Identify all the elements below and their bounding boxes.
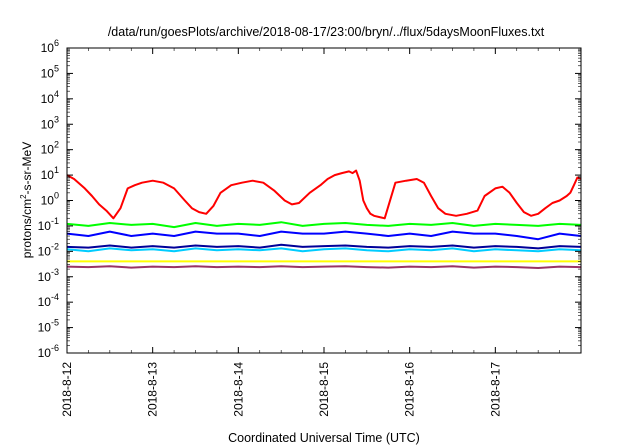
y-tick-exp: 5 xyxy=(54,63,59,73)
y-tick-exp: 6 xyxy=(54,38,59,48)
y-tick-exp: 0 xyxy=(54,191,59,201)
x-tick-label: 2018-8-12 xyxy=(60,362,74,417)
y-tick-base: 10 xyxy=(41,66,55,80)
y-tick-label: 10-4 xyxy=(38,292,59,309)
y-axis-ticks: 10-610-510-410-310-210-11001011021031041… xyxy=(38,38,581,360)
y-tick-exp: -1 xyxy=(51,216,59,226)
series-line-3 xyxy=(66,247,581,253)
y-tick-exp: 2 xyxy=(54,140,59,150)
y-tick-label: 10-2 xyxy=(38,241,59,258)
y-tick-base: 10 xyxy=(38,219,52,233)
y-tick-base: 10 xyxy=(41,168,55,182)
y-tick-base: 10 xyxy=(41,143,55,157)
y-tick-exp: -6 xyxy=(51,343,59,353)
x-tick-label: 2018-8-13 xyxy=(146,362,160,417)
y-tick-exp: -4 xyxy=(51,292,59,302)
y-tick-label: 10-6 xyxy=(38,343,59,360)
y-tick-base: 10 xyxy=(38,270,52,284)
y-tick-label: 10-1 xyxy=(38,216,59,233)
y-tick-base: 10 xyxy=(38,244,52,258)
x-axis-label: Coordinated Universal Time (UTC) xyxy=(228,431,420,445)
y-tick-base: 10 xyxy=(38,295,52,309)
y-tick-exp: -5 xyxy=(51,318,59,328)
series-line-0 xyxy=(66,169,582,220)
y-tick-exp: 4 xyxy=(54,89,59,99)
y-tick-exp: -3 xyxy=(51,267,59,277)
x-tick-label: 2018-8-15 xyxy=(317,362,331,417)
y-tick-label: 106 xyxy=(41,38,59,55)
y-tick-label: 103 xyxy=(41,114,59,131)
series-line-2 xyxy=(66,230,582,241)
chart-title: /data/run/goesPlots/archive/2018-08-17/2… xyxy=(108,25,545,39)
x-tick-label: 2018-8-16 xyxy=(403,362,417,417)
y-tick-exp: 1 xyxy=(54,165,59,175)
y-tick-label: 101 xyxy=(41,165,59,182)
x-tick-label: 2018-8-17 xyxy=(488,362,502,417)
y-axis-label: protons/cm2-s-sr-MeV xyxy=(19,142,34,258)
y-tick-label: 104 xyxy=(41,89,59,106)
y-tick-label: 10-5 xyxy=(38,318,59,335)
y-tick-base: 10 xyxy=(41,117,55,131)
y-tick-label: 10-3 xyxy=(38,267,59,284)
y-tick-exp: -2 xyxy=(51,241,59,251)
y-axis-label-rest: -s-sr-MeV xyxy=(20,142,34,195)
y-tick-label: 100 xyxy=(41,191,59,208)
y-tick-base: 10 xyxy=(41,92,55,106)
y-tick-label: 105 xyxy=(41,63,59,80)
y-tick-base: 10 xyxy=(38,321,52,335)
y-tick-exp: 3 xyxy=(54,114,59,124)
series-line-4 xyxy=(66,243,581,250)
y-tick-base: 10 xyxy=(41,41,55,55)
y-tick-label: 102 xyxy=(41,140,59,157)
y-tick-base: 10 xyxy=(41,194,55,208)
series-line-6 xyxy=(66,265,581,269)
y-tick-base: 10 xyxy=(38,346,52,360)
y-axis-label-base: protons/cm xyxy=(20,199,34,258)
series-group xyxy=(66,169,582,269)
series-line-1 xyxy=(66,221,581,229)
x-axis-ticks: 2018-8-12 2018-8-13 2018-8-14 2018-8-15 2018… xyxy=(60,48,560,417)
y-axis-label-sup: 2 xyxy=(19,194,28,199)
plot-frame xyxy=(66,47,582,354)
x-tick-label: 2018-8-14 xyxy=(231,362,245,417)
